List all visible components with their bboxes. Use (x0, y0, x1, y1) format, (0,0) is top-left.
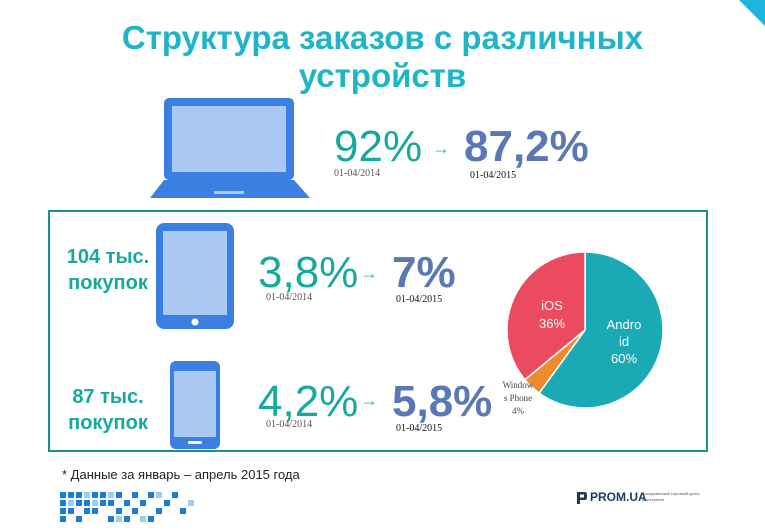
pie-label-android-line1: Andro (607, 317, 642, 332)
laptop-arrow-icon: → (432, 138, 450, 158)
phone-count-line1: 87 тыс. (72, 386, 144, 408)
tablet-arrow-icon: → (360, 263, 378, 283)
pie-value-ios: 36% (539, 316, 565, 331)
tablet-new-date: 01-04/2015 (396, 294, 443, 305)
laptop-old-pct: 92% (334, 122, 423, 171)
tablet-count-line2: покупок (68, 272, 148, 294)
phone-count: 87 тыс. покупок (56, 384, 160, 436)
os-share-pie-chart: Andro id 60% iOS 36% Window s Phone 4% (503, 251, 664, 416)
footnote: * Данные за январь – апрель 2015 года (62, 467, 300, 482)
phone-new-pct: 5,8% (392, 377, 493, 426)
pie-value-winphone: 4% (512, 406, 525, 416)
tablet-count: 104 тыс. покупок (56, 244, 160, 296)
tablet-old-date: 01-04/2014 (266, 292, 313, 303)
pie-slice-ios (506, 251, 586, 381)
pixel-pattern-logo (60, 492, 194, 522)
phone-new-date: 01-04/2015 (396, 423, 443, 434)
pie-label-android-line2: id (619, 334, 629, 349)
mobile-devices-frame (48, 210, 708, 452)
laptop-new-pct: 87,2% (464, 122, 589, 171)
phone-arrow-icon: → (360, 390, 378, 410)
pie-label-winphone-line1: Window (503, 380, 534, 390)
laptop-old-date: 01-04/2014 (334, 168, 381, 179)
laptop-icon (150, 98, 310, 198)
pie-slice-android (538, 251, 664, 409)
smartphone-icon (170, 361, 220, 449)
tablet-icon (156, 223, 234, 329)
prom-logo-icon (577, 492, 587, 504)
pie-value-android: 60% (611, 351, 637, 366)
page-title-line2: устройств (298, 57, 467, 94)
tablet-new-pct: 7% (392, 248, 456, 297)
laptop-new-date: 01-04/2015 (470, 170, 517, 181)
phone-old-pct: 4,2% (258, 377, 359, 426)
phone-old-date: 01-04/2014 (266, 419, 313, 430)
phone-count-line2: покупок (68, 412, 148, 434)
corner-triangle (739, 0, 765, 26)
tablet-old-pct: 3,8% (258, 248, 359, 297)
brand-tagline: Всеукраинский торговый центр в интернете (642, 491, 700, 502)
pie-label-winphone-line2: s Phone (504, 393, 532, 403)
tablet-count-line1: 104 тыс. (66, 246, 150, 268)
brand-name: PROM.UA (590, 490, 647, 504)
page-title-line1: Структура заказов с различных (121, 19, 644, 56)
pie-label-ios: iOS (541, 298, 563, 313)
